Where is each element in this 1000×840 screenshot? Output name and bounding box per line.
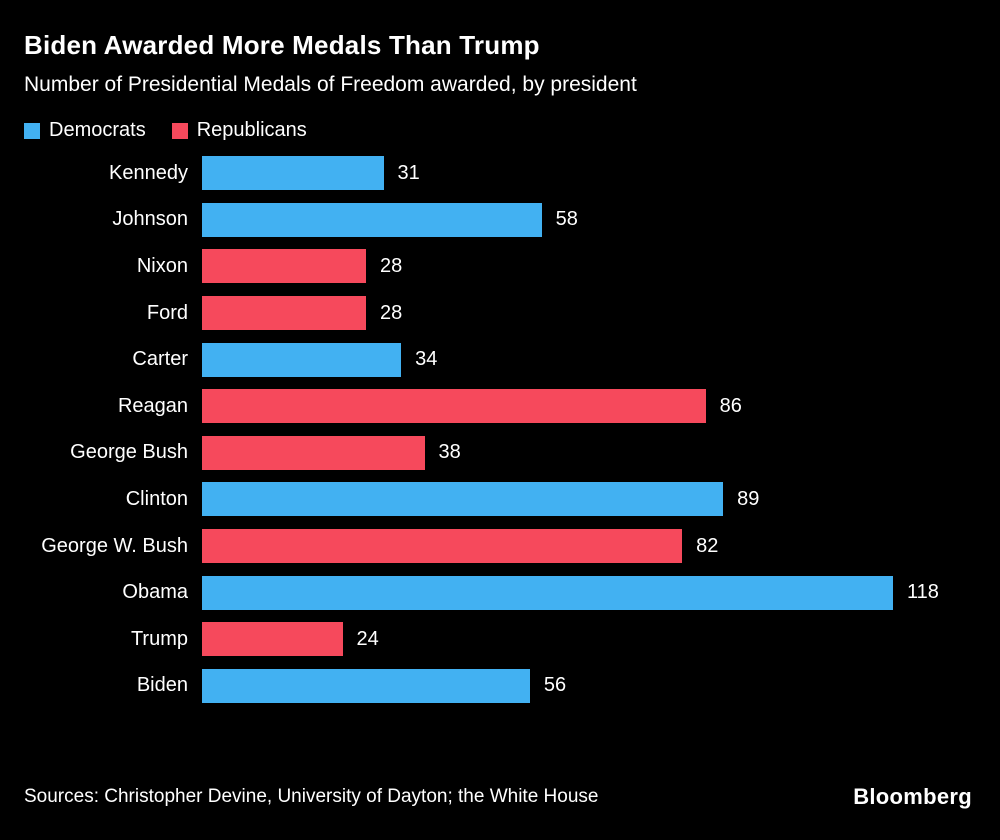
sources-text: Sources: Christopher Devine, University … <box>24 786 599 807</box>
bar-wrap: 28 <box>202 296 403 331</box>
value-label: 38 <box>438 441 461 464</box>
bar <box>202 156 384 191</box>
category-label: Ford <box>146 301 188 324</box>
bar <box>202 575 893 610</box>
chart-row: Trump 24 <box>0 616 1000 663</box>
bar <box>202 249 366 284</box>
value-label: 24 <box>356 627 379 650</box>
chart-legend: Democrats Republicans <box>0 97 1000 148</box>
chart-rows: Kennedy 31 Johnson 58 Nixon 28 Ford 28 Carter 34 R… <box>0 148 1000 709</box>
value-label: 34 <box>415 348 438 371</box>
value-label: 89 <box>737 487 760 510</box>
bar-wrap: 31 <box>202 156 420 191</box>
chart-row: Ford 28 <box>0 290 1000 337</box>
chart-row: George W. Bush 82 <box>0 523 1000 570</box>
bloomberg-logo: Bloomberg <box>853 784 972 809</box>
bar <box>202 202 542 237</box>
legend-item-democrats: Democrats <box>24 119 146 142</box>
category-label: George Bush <box>70 441 188 464</box>
chart-footer: Sources: Christopher Devine, University … <box>24 784 972 810</box>
value-label: 31 <box>397 161 420 184</box>
bar <box>202 389 706 424</box>
value-label: 118 <box>907 581 939 604</box>
value-label: 82 <box>696 534 719 557</box>
value-label: 58 <box>555 208 578 231</box>
category-label: Clinton <box>125 487 188 510</box>
bar-wrap: 82 <box>202 529 719 564</box>
bar-wrap: 118 <box>202 575 939 610</box>
chart-row: Carter 34 <box>0 336 1000 383</box>
category-label: George W. Bush <box>41 534 188 557</box>
value-label: 86 <box>719 394 742 417</box>
bar-wrap: 89 <box>202 482 760 517</box>
bar <box>202 435 425 470</box>
chart-title: Biden Awarded More Medals Than Trump <box>24 30 540 60</box>
chart-row: Biden 56 <box>0 663 1000 710</box>
category-label: Johnson <box>112 208 188 231</box>
chart-row: Johnson 58 <box>0 197 1000 244</box>
chart-header: Biden Awarded More Medals Than Trump Num… <box>0 0 1000 97</box>
republicans-swatch-icon <box>171 122 188 139</box>
category-label: Trump <box>130 627 188 650</box>
bar-wrap: 38 <box>202 435 461 470</box>
chart-row: Kennedy 31 <box>0 150 1000 197</box>
bar-wrap: 56 <box>202 668 567 703</box>
bar <box>202 296 366 331</box>
bar-wrap: 58 <box>202 202 578 237</box>
bar <box>202 342 402 377</box>
bar <box>202 482 724 517</box>
value-label: 28 <box>379 301 403 324</box>
bar-wrap: 86 <box>202 389 742 424</box>
bar-wrap: 24 <box>202 622 379 657</box>
bar <box>202 529 683 564</box>
chart-row: Clinton 89 <box>0 476 1000 523</box>
legend-item-republicans: Republicans <box>171 119 307 142</box>
legend-label-republicans: Republicans <box>196 119 307 141</box>
category-label: Carter <box>132 348 188 371</box>
category-label: Nixon <box>136 254 188 277</box>
chart-subtitle: Number of Presidential Medals of Freedom… <box>24 73 637 96</box>
value-label: 56 <box>543 674 567 697</box>
category-label: Reagan <box>117 394 188 417</box>
chart-row: Reagan 86 <box>0 383 1000 430</box>
legend-label-democrats: Democrats <box>49 119 146 141</box>
bar <box>202 622 343 657</box>
chart-row: George Bush 38 <box>0 430 1000 477</box>
chart-row: Nixon 28 <box>0 243 1000 290</box>
category-label: Biden <box>136 674 188 697</box>
value-label: 28 <box>379 254 403 277</box>
bar-wrap: 34 <box>202 342 438 377</box>
bar <box>202 668 530 703</box>
bar-wrap: 28 <box>202 249 403 284</box>
category-label: Obama <box>122 581 188 604</box>
chart-row: Obama 118 <box>0 569 1000 616</box>
democrats-swatch-icon <box>24 122 40 139</box>
category-label: Kennedy <box>109 161 188 184</box>
